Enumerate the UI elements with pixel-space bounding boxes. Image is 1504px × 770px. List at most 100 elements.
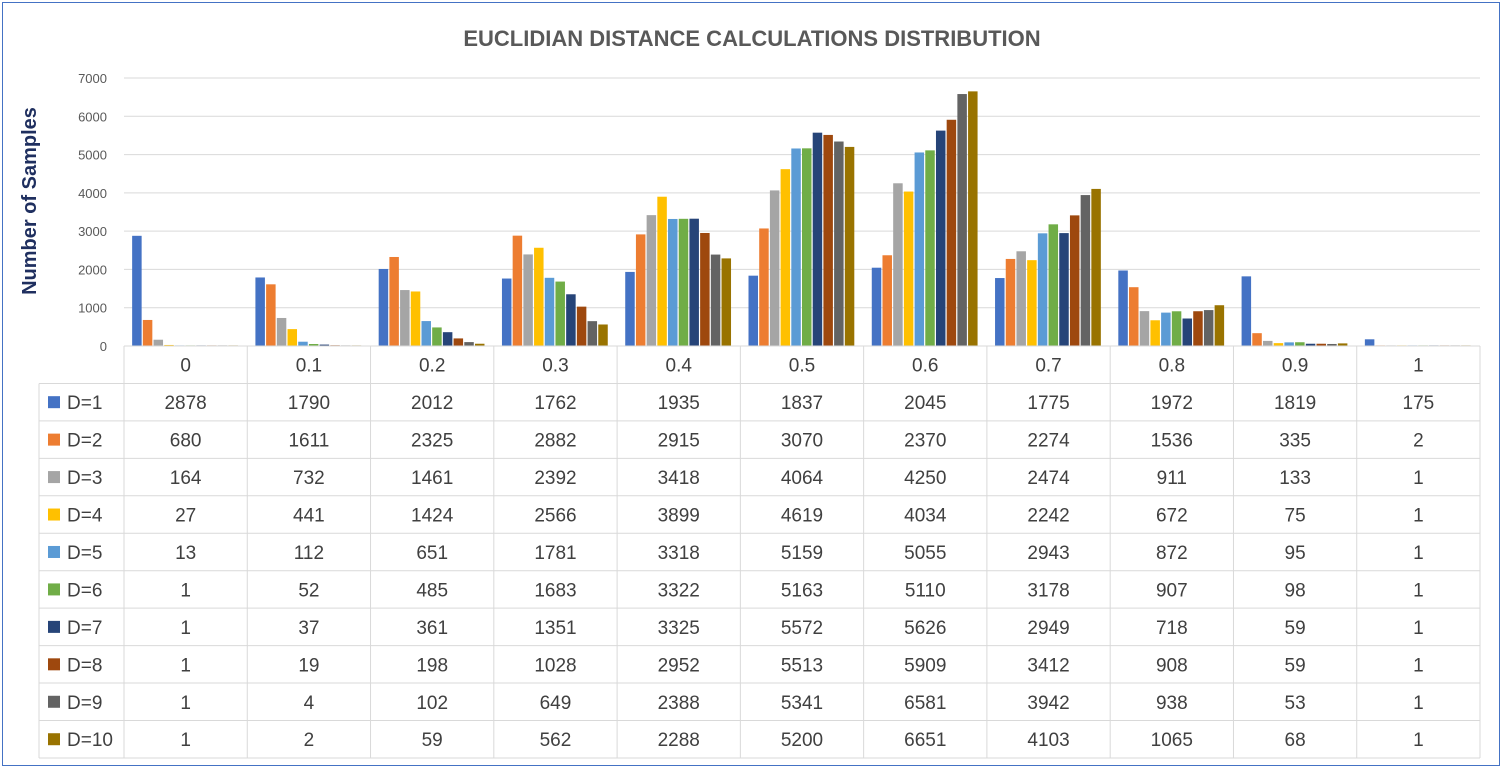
- bar: [255, 277, 265, 346]
- bar: [946, 119, 957, 346]
- data-label: 27: [175, 506, 196, 527]
- bar: [587, 321, 598, 346]
- legend-label: D=3: [67, 468, 102, 489]
- data-label: 335: [1279, 431, 1311, 452]
- data-label: 4103: [1027, 730, 1069, 751]
- data-label: 1683: [534, 580, 576, 601]
- data-label: 53: [1285, 693, 1306, 714]
- bar: [1016, 251, 1026, 346]
- bar: [474, 343, 485, 346]
- data-label: 2392: [534, 468, 576, 489]
- category-label: 0.1: [296, 356, 322, 377]
- data-label: 3322: [658, 580, 700, 601]
- bar: [935, 130, 946, 346]
- bar: [1037, 233, 1048, 346]
- bar: [512, 235, 523, 346]
- data-label: 680: [170, 431, 202, 452]
- category-label: 0.9: [1282, 356, 1308, 377]
- legend-key: [48, 471, 60, 484]
- bar: [925, 150, 935, 346]
- bar: [1069, 215, 1080, 346]
- data-label: 3942: [1027, 693, 1069, 714]
- bar: [1027, 260, 1037, 346]
- bar: [1161, 312, 1171, 346]
- legend-label: D=5: [67, 543, 102, 564]
- bar: [389, 256, 399, 346]
- data-label: 872: [1156, 543, 1188, 564]
- y-tick-label: 4000: [78, 186, 107, 201]
- bar: [780, 169, 791, 346]
- bar: [598, 324, 608, 346]
- data-label: 1461: [411, 468, 453, 489]
- data-label: 672: [1156, 506, 1188, 527]
- data-label: 2566: [534, 506, 576, 527]
- data-label: 2045: [904, 393, 946, 414]
- y-tick-label: 6000: [78, 109, 107, 124]
- y-axis: 0 1000 2000 3000 4000 5000 6000 7000: [78, 71, 107, 354]
- bar: [1091, 188, 1101, 346]
- bar: [893, 183, 903, 346]
- data-label: 3070: [781, 431, 823, 452]
- data-label: 2325: [411, 431, 453, 452]
- bar: [1241, 276, 1252, 346]
- bar: [319, 344, 330, 346]
- data-label: 1351: [534, 618, 576, 639]
- data-label: 6651: [904, 730, 946, 751]
- y-tick-label: 3000: [78, 224, 107, 239]
- bar: [812, 132, 823, 346]
- data-label: 4: [304, 693, 315, 714]
- data-label: 5163: [781, 580, 823, 601]
- data-label: 1065: [1151, 730, 1193, 751]
- bar: [544, 277, 555, 346]
- bar: [1182, 318, 1193, 346]
- bar: [834, 141, 844, 346]
- bar: [823, 134, 833, 346]
- data-label: 2012: [411, 393, 453, 414]
- bar: [576, 306, 587, 346]
- y-tick-label: 1000: [78, 301, 107, 316]
- bar: [153, 339, 164, 346]
- bar: [421, 321, 431, 346]
- data-label: 52: [298, 580, 319, 601]
- data-label: 98: [1285, 580, 1306, 601]
- bar: [700, 232, 710, 346]
- bar: [1129, 287, 1139, 346]
- bar: [748, 275, 758, 346]
- data-label: 2943: [1027, 543, 1069, 564]
- data-label: 1762: [534, 393, 576, 414]
- bar: [266, 284, 276, 346]
- data-label: 908: [1156, 655, 1188, 676]
- category-label: 1: [1413, 356, 1424, 377]
- bar: [308, 344, 319, 346]
- data-label: 3412: [1027, 655, 1069, 676]
- bar: [769, 190, 780, 346]
- data-label: 1: [1413, 506, 1424, 527]
- category-label: 0.6: [912, 356, 938, 377]
- data-label: 1935: [658, 393, 700, 414]
- data-label: 2: [304, 730, 315, 751]
- data-label: 5909: [904, 655, 946, 676]
- bar: [903, 191, 914, 346]
- data-label: 1611: [288, 431, 329, 452]
- data-label: 3325: [658, 618, 700, 639]
- legend-label: D=7: [67, 618, 102, 639]
- data-label: 361: [416, 618, 448, 639]
- data-label: 75: [1285, 506, 1306, 527]
- data-label: 5200: [781, 730, 823, 751]
- bar: [668, 218, 678, 346]
- data-label: 5626: [904, 618, 946, 639]
- data-label: 4064: [781, 468, 824, 489]
- bar: [142, 319, 153, 346]
- bar: [501, 278, 512, 346]
- bar: [689, 218, 699, 346]
- data-label: 1028: [534, 655, 576, 676]
- data-label: 112: [294, 543, 324, 564]
- bar: [635, 234, 646, 346]
- data-label: 1424: [411, 506, 454, 527]
- legend-key: [48, 733, 60, 746]
- legend-label: D=6: [67, 580, 102, 601]
- data-label: 1790: [288, 393, 330, 414]
- data-label: 133: [1279, 468, 1311, 489]
- data-label: 2952: [658, 655, 700, 676]
- y-axis-label: Number of Samples: [19, 107, 41, 295]
